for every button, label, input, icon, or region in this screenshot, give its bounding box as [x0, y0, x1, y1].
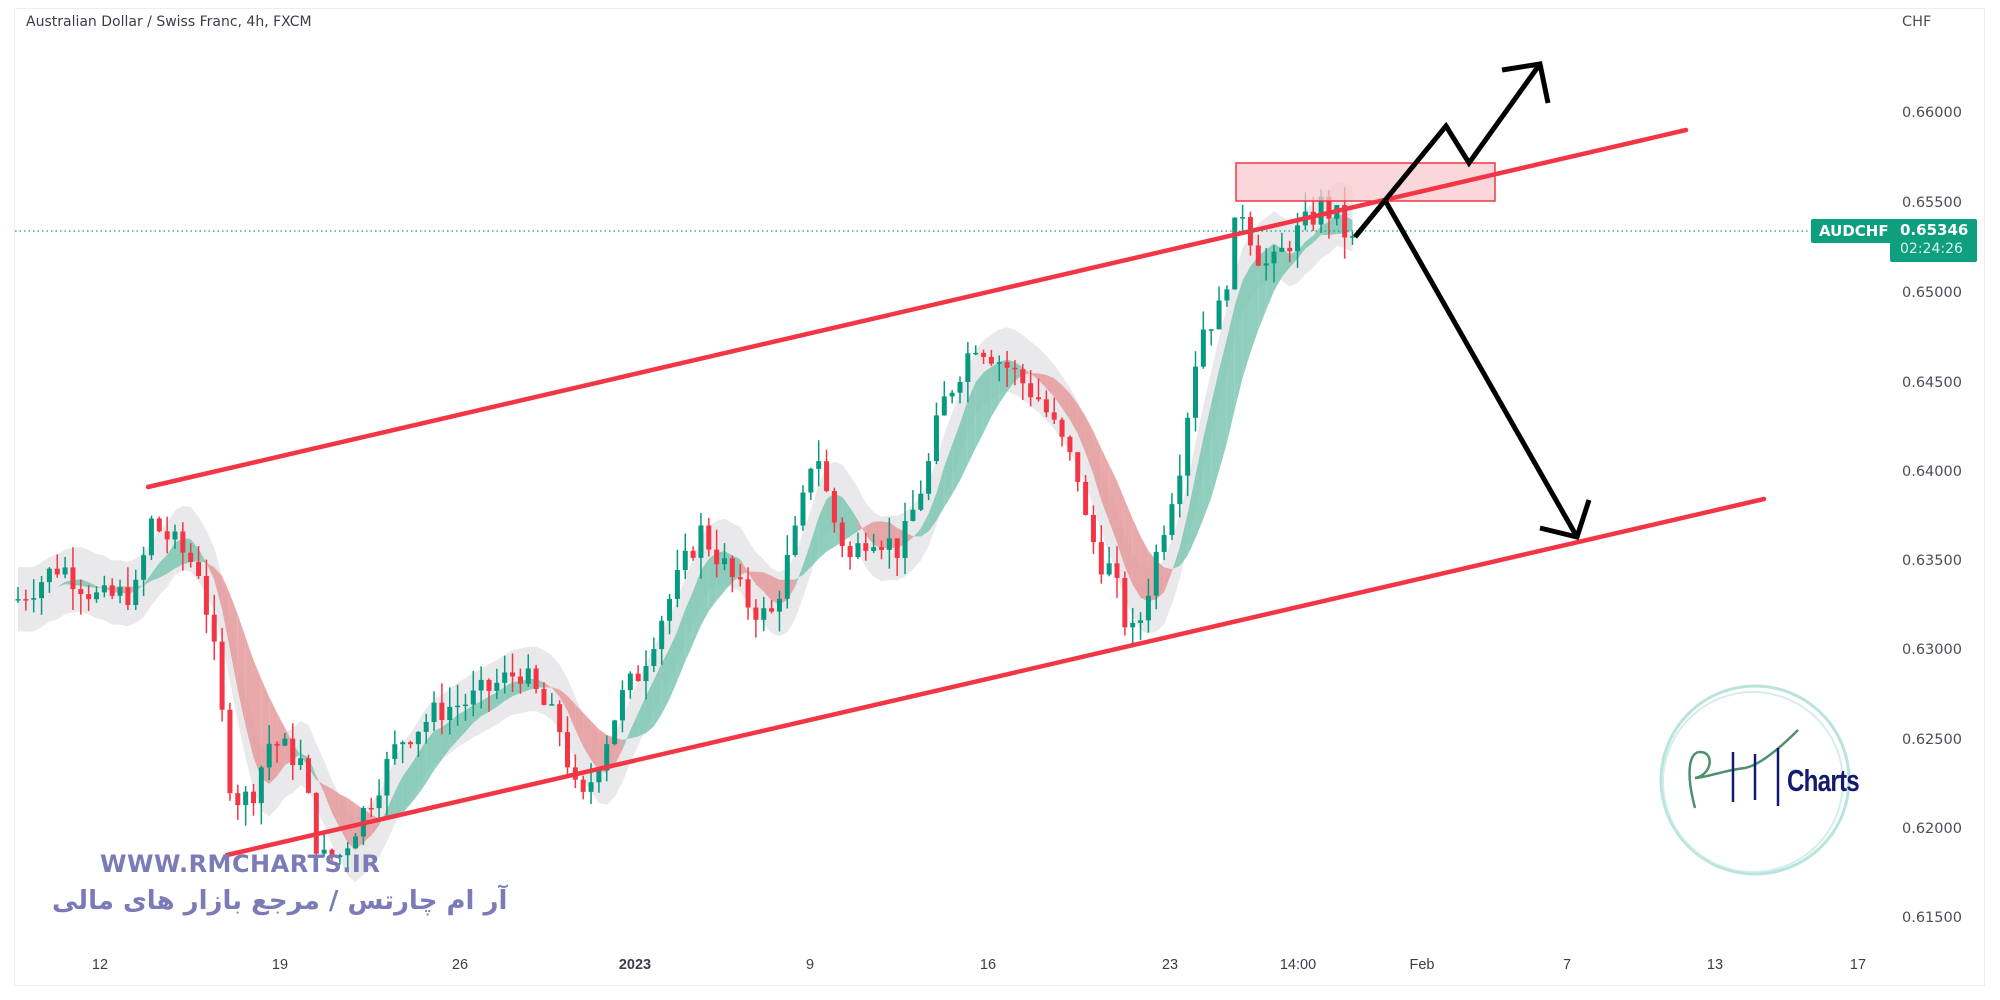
bearish-arrow-icon[interactable]: [1383, 200, 1592, 540]
time-tick: 17: [1849, 957, 1867, 973]
lower-channel-line[interactable]: [224, 496, 1767, 858]
time-tick: 16: [979, 957, 997, 973]
moving-average-ribbon: [18, 181, 1353, 883]
chart-title: Australian Dollar / Swiss Franc, 4h, FXC…: [26, 14, 312, 30]
candlesticks: [15, 187, 1355, 873]
price-tick: 0.66000: [1902, 105, 1962, 121]
price-tick: 0.63000: [1902, 642, 1962, 658]
time-tick: 14:00: [1279, 957, 1317, 973]
watermark-persian-text: آر ام چارتس / مرجع بازار های مالی: [52, 886, 508, 916]
resistance-zone[interactable]: [1235, 162, 1496, 202]
rm-charts-logo: [1659, 684, 1851, 876]
price-tick: 0.65000: [1902, 285, 1962, 301]
time-tick: 12: [91, 957, 109, 973]
price-axis-currency: CHF: [1902, 14, 1932, 30]
price-tick: 0.63500: [1902, 553, 1962, 569]
bullish-arrow-icon[interactable]: [1353, 61, 1551, 239]
time-tick: 9: [805, 957, 815, 973]
time-tick: 26: [451, 957, 469, 973]
time-tick: 13: [1706, 957, 1724, 973]
price-tick: 0.61500: [1902, 910, 1962, 926]
price-tick: 0.62500: [1902, 732, 1962, 748]
bar-countdown: 02:24:26: [1900, 241, 1963, 257]
time-tick: 23: [1161, 957, 1179, 973]
time-tick: Feb: [1409, 957, 1435, 973]
upper-channel-line[interactable]: [145, 127, 1689, 490]
logo-text: Charts: [1787, 763, 1860, 798]
time-tick: 7: [1562, 957, 1572, 973]
symbol-price-label: AUDCHF: [1811, 219, 1891, 243]
price-tick: 0.62000: [1902, 821, 1962, 837]
price-tick: 0.64000: [1902, 464, 1962, 480]
last-price-label: 0.65346 02:24:26: [1890, 219, 1977, 262]
time-tick-year: 2023: [618, 957, 652, 973]
price-tick: 0.64500: [1902, 375, 1962, 391]
watermark-url: WWW.RMCHARTS.IR: [100, 850, 381, 878]
last-price-value: 0.65346: [1900, 221, 1969, 239]
price-tick: 0.65500: [1902, 195, 1962, 211]
time-tick: 19: [271, 957, 289, 973]
